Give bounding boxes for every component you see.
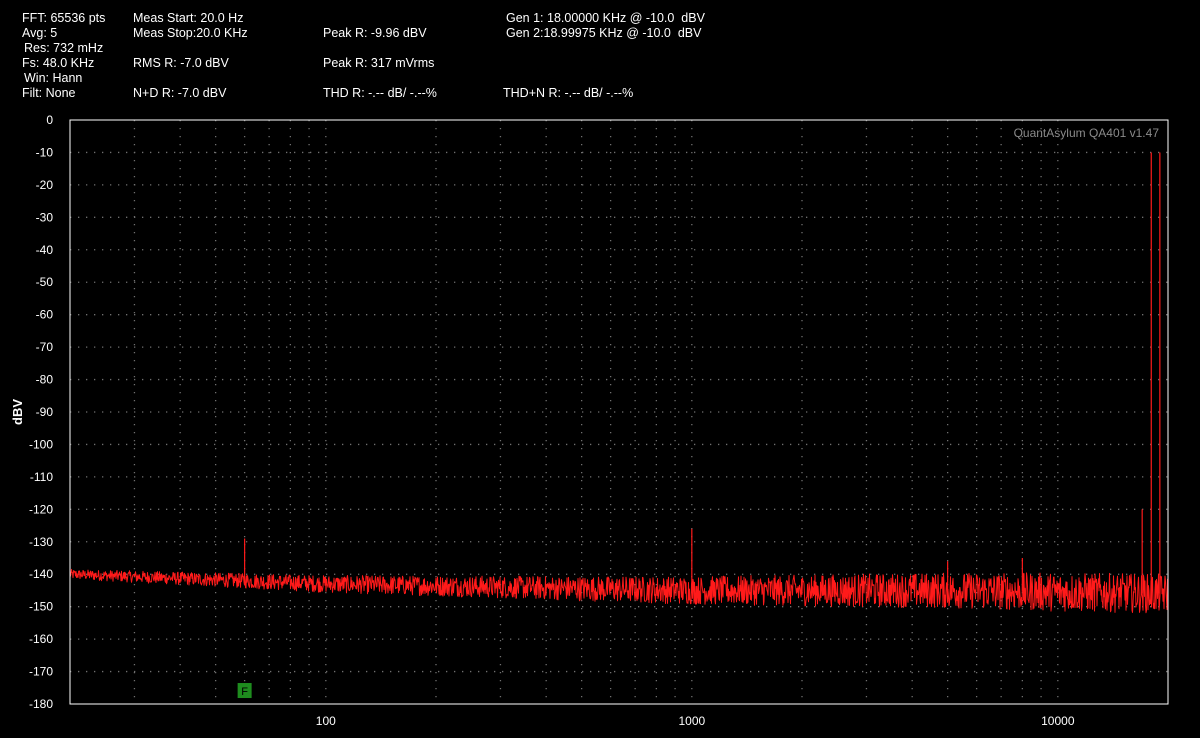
y-tick-label: -130: [29, 535, 53, 549]
marker-box[interactable]: [237, 683, 252, 699]
generator-1-readout: Gen 1: 18.00000 KHz @ -10.0 dBV: [506, 11, 705, 25]
y-tick-label: -60: [36, 308, 54, 322]
y-tick-label: 0: [46, 113, 53, 127]
y-tick-label: -180: [29, 697, 53, 711]
y-tick-label: -80: [36, 373, 54, 387]
thd-readout: THD R: -.-- dB/ -.--%: [323, 86, 437, 100]
y-tick-label: -120: [29, 502, 53, 516]
generator-2-readout: Gen 2:18.99975 KHz @ -10.0 dBV: [506, 26, 702, 40]
meas-stop-readout: Meas Stop:20.0 KHz: [133, 26, 248, 40]
spectrum-trace: [69, 568, 1169, 614]
y-tick-label: -30: [36, 210, 54, 224]
fft-size-readout: FFT: 65536 pts: [22, 11, 106, 25]
y-tick-label: -70: [36, 340, 54, 354]
plot-frame: [69, 119, 1169, 705]
x-tick-label: 1000: [678, 714, 705, 728]
x-tick-label: 100: [316, 714, 336, 728]
y-tick-label: -160: [29, 632, 53, 646]
sample-rate-readout: Fs: 48.0 KHz: [22, 56, 95, 70]
y-tick-label: -100: [29, 437, 53, 451]
peak-dbv-readout: Peak R: -9.96 dBV: [323, 26, 427, 40]
noise-distortion-readout: N+D R: -7.0 dBV: [133, 86, 227, 100]
y-tick-label: -150: [29, 600, 53, 614]
y-tick-label: -50: [36, 275, 54, 289]
frequency-marker[interactable]: F: [237, 683, 252, 699]
y-tick-label: -10: [36, 145, 54, 159]
filter-readout: Filt: None: [22, 86, 76, 100]
y-tick-label: -170: [29, 665, 53, 679]
averages-readout: Avg: 5: [22, 26, 58, 40]
y-tick-label: -90: [36, 405, 54, 419]
x-tick-label: 10000: [1041, 714, 1075, 728]
watermark: QuantAsylum QA401 v1.47: [1014, 126, 1160, 140]
window-readout: Win: Hann: [24, 71, 83, 85]
meas-start-readout: Meas Start: 20.0 Hz: [133, 11, 244, 25]
y-tick-label: -40: [36, 243, 54, 257]
y-axis-label: dBV: [10, 399, 25, 425]
resolution-readout: Res: 732 mHz: [24, 41, 104, 55]
marker-label: F: [241, 686, 248, 698]
y-tick-label: -20: [36, 178, 54, 192]
y-tick-label: -110: [30, 470, 53, 484]
y-tick-label: -140: [29, 567, 53, 581]
rms-readout: RMS R: -7.0 dBV: [133, 56, 229, 70]
peak-mvrms-readout: Peak R: 317 mVrms: [323, 56, 435, 70]
thd-n-readout: THD+N R: -.-- dB/ -.--%: [503, 86, 634, 100]
